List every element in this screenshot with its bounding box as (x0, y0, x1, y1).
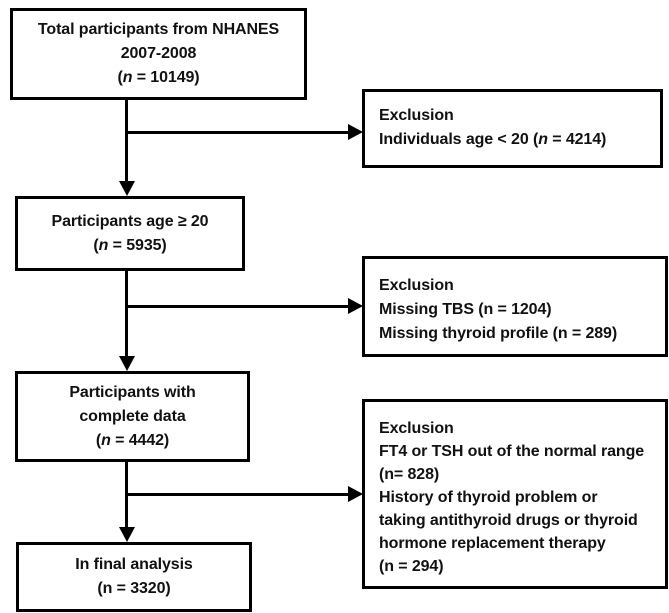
box-line: Missing thyroid profile (n = 289) (379, 325, 618, 342)
box-final-analysis: In final analysis (n = 3320) (16, 542, 252, 612)
box-exclusion-age: Exclusion Individuals age < 20 (n = 4214… (362, 89, 663, 168)
text-segment: Individuals age < 20 ( (379, 131, 539, 148)
box-line: History of thyroid problem or (379, 489, 598, 506)
n-italic: n (98, 236, 109, 254)
arrowhead-down-icon (119, 527, 135, 542)
text-segment: = 5935) (108, 236, 167, 254)
branch-line-2 (125, 305, 348, 308)
box-line: Participants age ≥ 20 (51, 212, 209, 230)
box-exclusion-missing-data: Exclusion Missing TBS (n = 1204) Missing… (362, 256, 668, 357)
box-line: (n = 3320) (97, 580, 171, 597)
branch-line-3 (125, 493, 348, 496)
box-line: In final analysis (75, 556, 193, 573)
text-segment: ( (95, 431, 102, 449)
box-line-n: Individuals age < 20 (n = 4214) (379, 128, 652, 152)
connector-line-2 (125, 271, 128, 358)
text-segment: ( (93, 236, 99, 254)
text-segment: ( (117, 69, 123, 86)
exclusion-title: Exclusion (379, 420, 454, 437)
arrowhead-down-icon (119, 181, 135, 196)
box-line-n: (n = 4442) (22, 429, 243, 453)
box-line: taking antithyroid drugs or thyroid (379, 512, 638, 529)
connector-line-1 (125, 100, 128, 183)
box-line: Total participants from NHANES (37, 21, 280, 38)
branch-line-1 (125, 131, 348, 134)
arrowhead-right-icon (348, 124, 363, 140)
text-segment: = 4214) (547, 131, 607, 148)
arrowhead-right-icon (348, 298, 363, 314)
exclusion-title: Exclusion (379, 277, 454, 294)
box-line-n: (n = 10149) (17, 66, 300, 90)
box-total-participants: Total participants from NHANES 2007-2008… (10, 8, 307, 100)
box-line: complete data (79, 407, 186, 425)
box-line: hormone replacement therapy (379, 535, 606, 552)
box-age-ge-20: Participants age ≥ 20 (n = 5935) (15, 196, 245, 271)
exclusion-title: Exclusion (379, 107, 454, 124)
box-exclusion-thyroid: Exclusion FT4 or TSH out of the normal r… (362, 399, 668, 589)
text-segment: = 10149) (132, 69, 200, 86)
box-line: Missing TBS (n = 1204) (379, 301, 552, 318)
box-line: 2007-2008 (120, 45, 197, 62)
box-line: Participants with (69, 383, 196, 401)
box-line: (n = 294) (379, 558, 444, 575)
box-line: (n= 828) (379, 466, 440, 483)
n-italic: n (122, 69, 133, 86)
arrowhead-right-icon (348, 486, 363, 502)
box-complete-data: Participants with complete data (n = 444… (15, 371, 250, 462)
n-italic: n (101, 431, 111, 449)
box-line-n: (n = 5935) (22, 234, 238, 258)
box-line: FT4 or TSH out of the normal range (379, 443, 645, 460)
arrowhead-down-icon (119, 356, 135, 371)
n-italic: n (538, 131, 548, 148)
text-segment: = 4442) (110, 431, 170, 449)
